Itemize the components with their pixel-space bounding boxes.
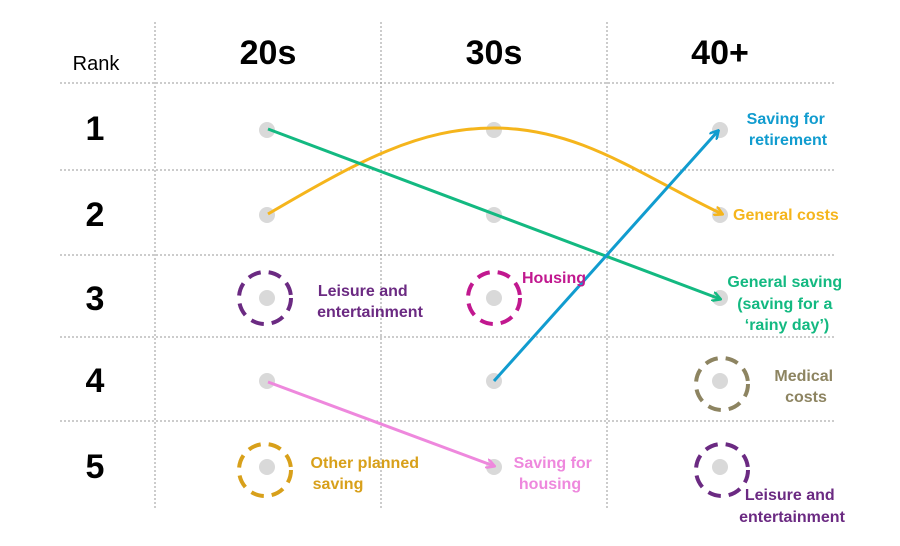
- dashed-highlights: [237, 270, 750, 498]
- label-medical-costs: Medical costs: [774, 368, 837, 406]
- arrow-general-saving: [267, 127, 720, 299]
- label-leisure-20s: Leisure and entertainment: [317, 283, 423, 321]
- dot-20s-2: [259, 207, 275, 223]
- dot-20s-3: [259, 290, 275, 306]
- label-saving-for-housing: Saving for housing: [514, 455, 597, 493]
- rank-number-1: 1: [86, 110, 105, 148]
- rank-number-3: 3: [86, 280, 105, 318]
- rank-number-4: 4: [86, 362, 105, 400]
- arrow-saving-retirement: [492, 131, 718, 383]
- grid: [60, 22, 835, 508]
- arrow-general-costs: [267, 126, 722, 214]
- rank-number-5: 5: [86, 448, 105, 486]
- dot-20s-1: [259, 122, 275, 138]
- arrow-saving-housing: [267, 380, 494, 466]
- highlight-leisure-40: [694, 442, 750, 498]
- column-header-40plus: 40+: [691, 34, 749, 72]
- dot-40-5: [712, 459, 728, 475]
- label-other-planned-saving: Other planned saving: [311, 455, 424, 493]
- dot-30s-1: [486, 122, 502, 138]
- label-leisure-40: Leisure and entertainment: [739, 487, 845, 526]
- label-general-saving: General saving (saving for a ‘rainy day’…: [727, 274, 846, 334]
- rank-number-2: 2: [86, 196, 105, 234]
- rank-header: Rank: [73, 53, 121, 75]
- dot-30s-3: [486, 290, 502, 306]
- highlight-medical-40: [694, 356, 750, 412]
- label-housing: Housing: [522, 270, 586, 287]
- dot-30s-5: [486, 459, 502, 475]
- highlight-other-planned-20s: [237, 442, 293, 498]
- highlight-leisure-20s: [237, 270, 293, 326]
- column-header-20s: 20s: [240, 34, 297, 72]
- label-general-costs: General costs: [733, 207, 839, 224]
- column-header-30s: 30s: [466, 34, 523, 72]
- dot-20s-4: [259, 373, 275, 389]
- label-saving-for-retirement: Saving for retirement: [747, 111, 830, 149]
- dot-40-4: [712, 373, 728, 389]
- dot-20s-5: [259, 459, 275, 475]
- highlight-housing-30s: [466, 270, 522, 326]
